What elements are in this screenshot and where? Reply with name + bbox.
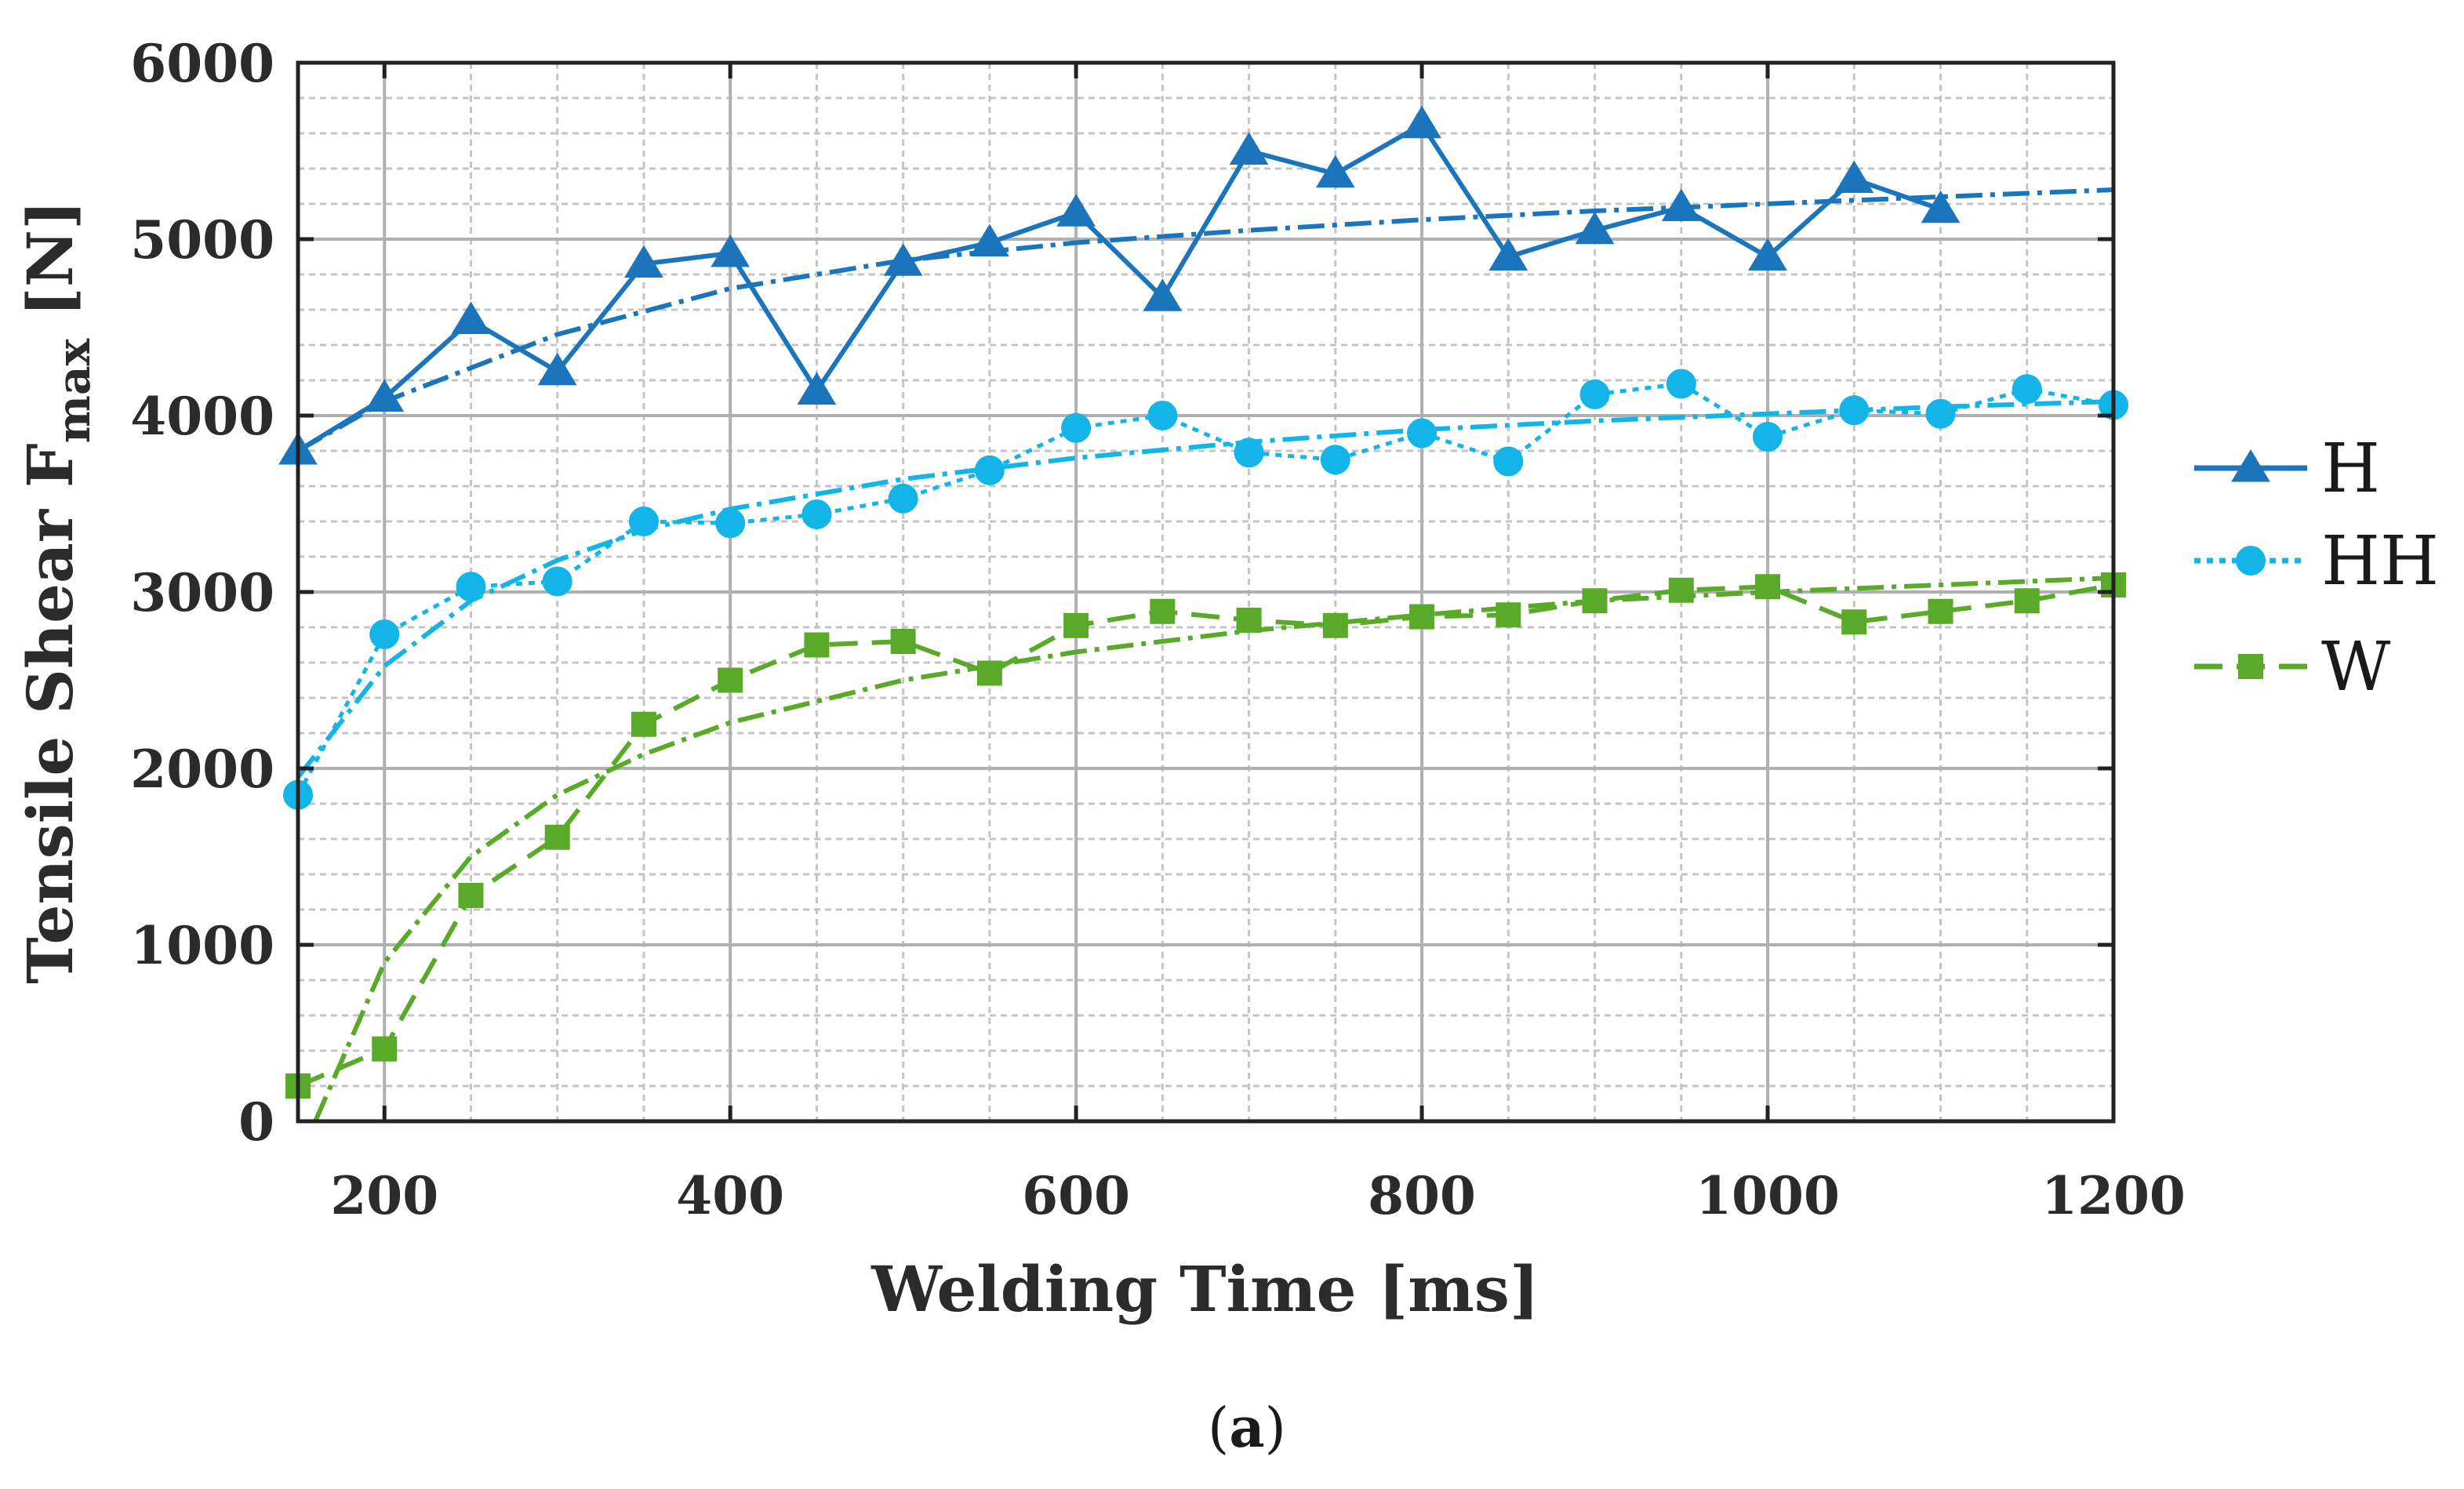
data-point-h [1056, 194, 1096, 227]
data-point-w [1150, 598, 1176, 624]
x-tick-labels: 200 400 600 800 1000 1200 [330, 1165, 2186, 1226]
y-tick-label: 1000 [130, 915, 274, 976]
data-point-w [890, 629, 916, 654]
data-point-hh [1839, 395, 1870, 426]
data-point-h [1748, 238, 1787, 271]
data-point-hh [1666, 369, 1696, 399]
data-point-hh [1061, 412, 1092, 443]
data-point-h [1315, 154, 1355, 188]
series-line-h [296, 122, 1942, 453]
data-point-hh [1147, 401, 1178, 430]
data-point-hh [1753, 422, 1783, 452]
data-point-hh [369, 619, 400, 649]
x-axis-title: Welding Time [ms] [870, 1252, 1539, 1326]
legend-label-h: H [2321, 430, 2380, 508]
y-axis-title-main: Tensile Shear F [13, 443, 87, 983]
data-point-h [1488, 238, 1528, 271]
series-line-w [296, 583, 2114, 1088]
data-point-w [631, 711, 656, 737]
data-point-h [365, 379, 405, 412]
data-point-hh [1925, 398, 1956, 429]
data-point-h [710, 234, 750, 267]
series-markers [278, 105, 2128, 1099]
data-point-h [883, 243, 923, 276]
data-point-w [1928, 598, 1953, 624]
data-point-hh [1579, 380, 1610, 409]
y-axis-title-subscript: max [47, 338, 100, 443]
y-tick-label: 2000 [130, 739, 274, 800]
data-point-h [537, 352, 577, 386]
data-point-hh [628, 507, 659, 536]
data-point-h [451, 301, 491, 334]
data-point-w [458, 883, 484, 908]
data-point-w [544, 824, 570, 850]
data-point-h [970, 223, 1009, 256]
data-point-w [1582, 588, 1608, 614]
data-point-w [976, 660, 1002, 686]
data-point-hh [974, 455, 1005, 485]
x-tick-label: 800 [1368, 1165, 1476, 1226]
data-point-h [1834, 160, 1874, 193]
data-point-h [797, 372, 837, 405]
y-tick-label: 5000 [130, 209, 274, 271]
data-point-hh [1493, 446, 1524, 477]
y-tick-label: 4000 [130, 386, 274, 447]
data-point-w [1409, 604, 1435, 630]
tick-marks [298, 60, 2116, 1124]
data-point-hh [542, 566, 572, 597]
data-point-h [1143, 278, 1183, 311]
x-tick-label: 200 [330, 1165, 438, 1226]
legend-marker-h [2231, 449, 2270, 482]
y-axis-title-unit: [N] [13, 200, 87, 339]
x-tick-label: 600 [1022, 1165, 1130, 1226]
data-point-w [804, 632, 830, 658]
caption-open-paren: ( [1208, 1396, 1229, 1460]
data-point-hh [1234, 438, 1264, 468]
data-point-hh [888, 483, 918, 514]
data-point-hh [456, 572, 486, 602]
data-point-w [1755, 574, 1781, 600]
data-point-w [1063, 612, 1089, 638]
caption-close-paren: ) [1265, 1396, 1286, 1460]
data-point-w [1841, 609, 1867, 635]
data-point-h [1229, 132, 1269, 165]
trendline-h-fit [296, 187, 2114, 453]
legend-marker-w [2238, 654, 2263, 679]
caption-letter: a [1229, 1395, 1264, 1460]
x-tick-label: 1200 [2041, 1165, 2186, 1226]
data-point-w [2014, 588, 2040, 614]
data-point-hh [2012, 374, 2042, 405]
data-point-w [1495, 602, 1521, 628]
data-point-h [1402, 105, 1441, 139]
x-tick-label: 1000 [1695, 1165, 1840, 1226]
data-point-w [1668, 577, 1694, 603]
data-point-w [1322, 612, 1348, 638]
y-axis-title: Tensile Shear Fmax [N] [13, 200, 100, 984]
y-tick-labels: 0 1000 2000 3000 4000 5000 6000 [130, 33, 274, 1153]
data-point-h [624, 245, 663, 278]
data-point-hh [801, 499, 832, 529]
data-point-w [372, 1036, 398, 1062]
legend-label-w: W [2321, 628, 2391, 706]
y-tick-label: 6000 [130, 33, 274, 94]
figure-caption: (a) [1208, 1395, 1286, 1460]
data-point-w [1236, 608, 1262, 633]
x-tick-label: 400 [676, 1165, 784, 1226]
data-point-h [1921, 190, 1961, 223]
data-point-hh [1407, 418, 1437, 449]
data-point-hh [1320, 445, 1350, 475]
series-line-hh [296, 382, 2114, 796]
data-point-w [718, 667, 743, 693]
y-tick-label: 3000 [130, 562, 274, 623]
legend-marker-hh [2236, 546, 2266, 576]
data-point-h [1575, 211, 1615, 245]
series-lines [296, 122, 2114, 1088]
data-point-hh [715, 508, 746, 539]
legend-label-hh: HH [2321, 522, 2439, 601]
data-point-h [1661, 188, 1701, 221]
y-tick-label: 0 [238, 1091, 274, 1153]
